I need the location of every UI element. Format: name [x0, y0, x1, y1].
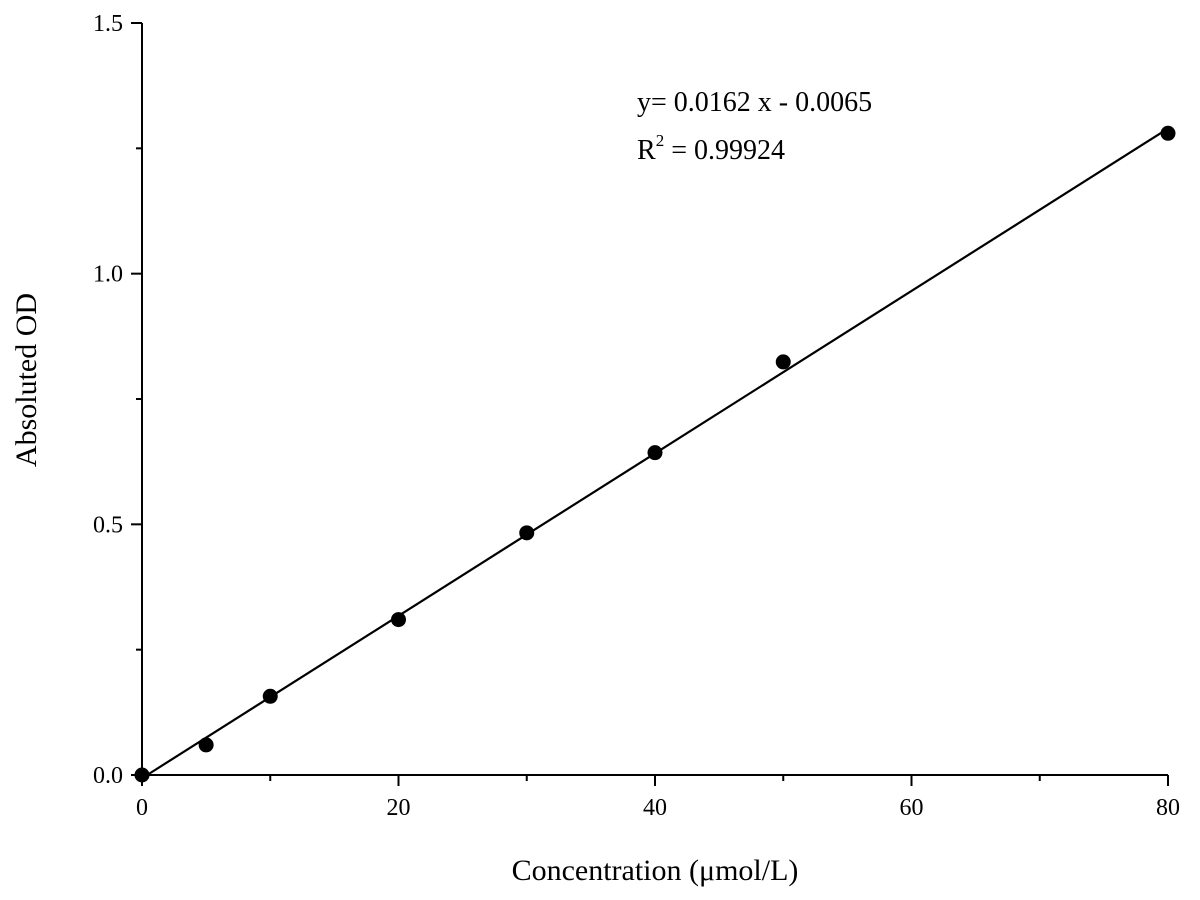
data-point	[519, 525, 535, 541]
r-squared: R2 = 0.99924	[637, 131, 785, 166]
x-tick-label: 0	[136, 795, 148, 821]
x-tick-label: 80	[1156, 795, 1180, 821]
r-squared-value: = 0.99924	[664, 135, 785, 166]
y-tick-label: 1.5	[93, 11, 123, 37]
data-point	[262, 688, 278, 704]
fit-equation: y= 0.0162 x - 0.0065	[637, 87, 872, 118]
data-point	[391, 612, 406, 628]
ticks: 0 20 40 60 80 0.0 0.5 1.0 1.5	[93, 11, 1180, 821]
x-tick-label: 40	[643, 795, 667, 821]
points-layer	[134, 125, 1176, 783]
r-squared-prefix: R	[637, 135, 656, 166]
x-axis-title: Concentration (μmol/L)	[512, 854, 799, 887]
y-tick-label: 0.5	[93, 512, 123, 538]
r-squared-superscript: 2	[656, 131, 665, 150]
y-tick-label: 1.0	[93, 262, 123, 288]
x-tick-label: 60	[900, 795, 924, 821]
data-point	[1160, 125, 1176, 141]
data-point	[775, 354, 791, 370]
data-point	[134, 767, 150, 783]
data-point	[198, 737, 214, 753]
data-point	[647, 445, 663, 461]
y-axis-title: Absoluted OD	[10, 293, 43, 467]
y-tick-label: 0.0	[93, 763, 123, 789]
x-tick-label: 20	[387, 795, 411, 821]
